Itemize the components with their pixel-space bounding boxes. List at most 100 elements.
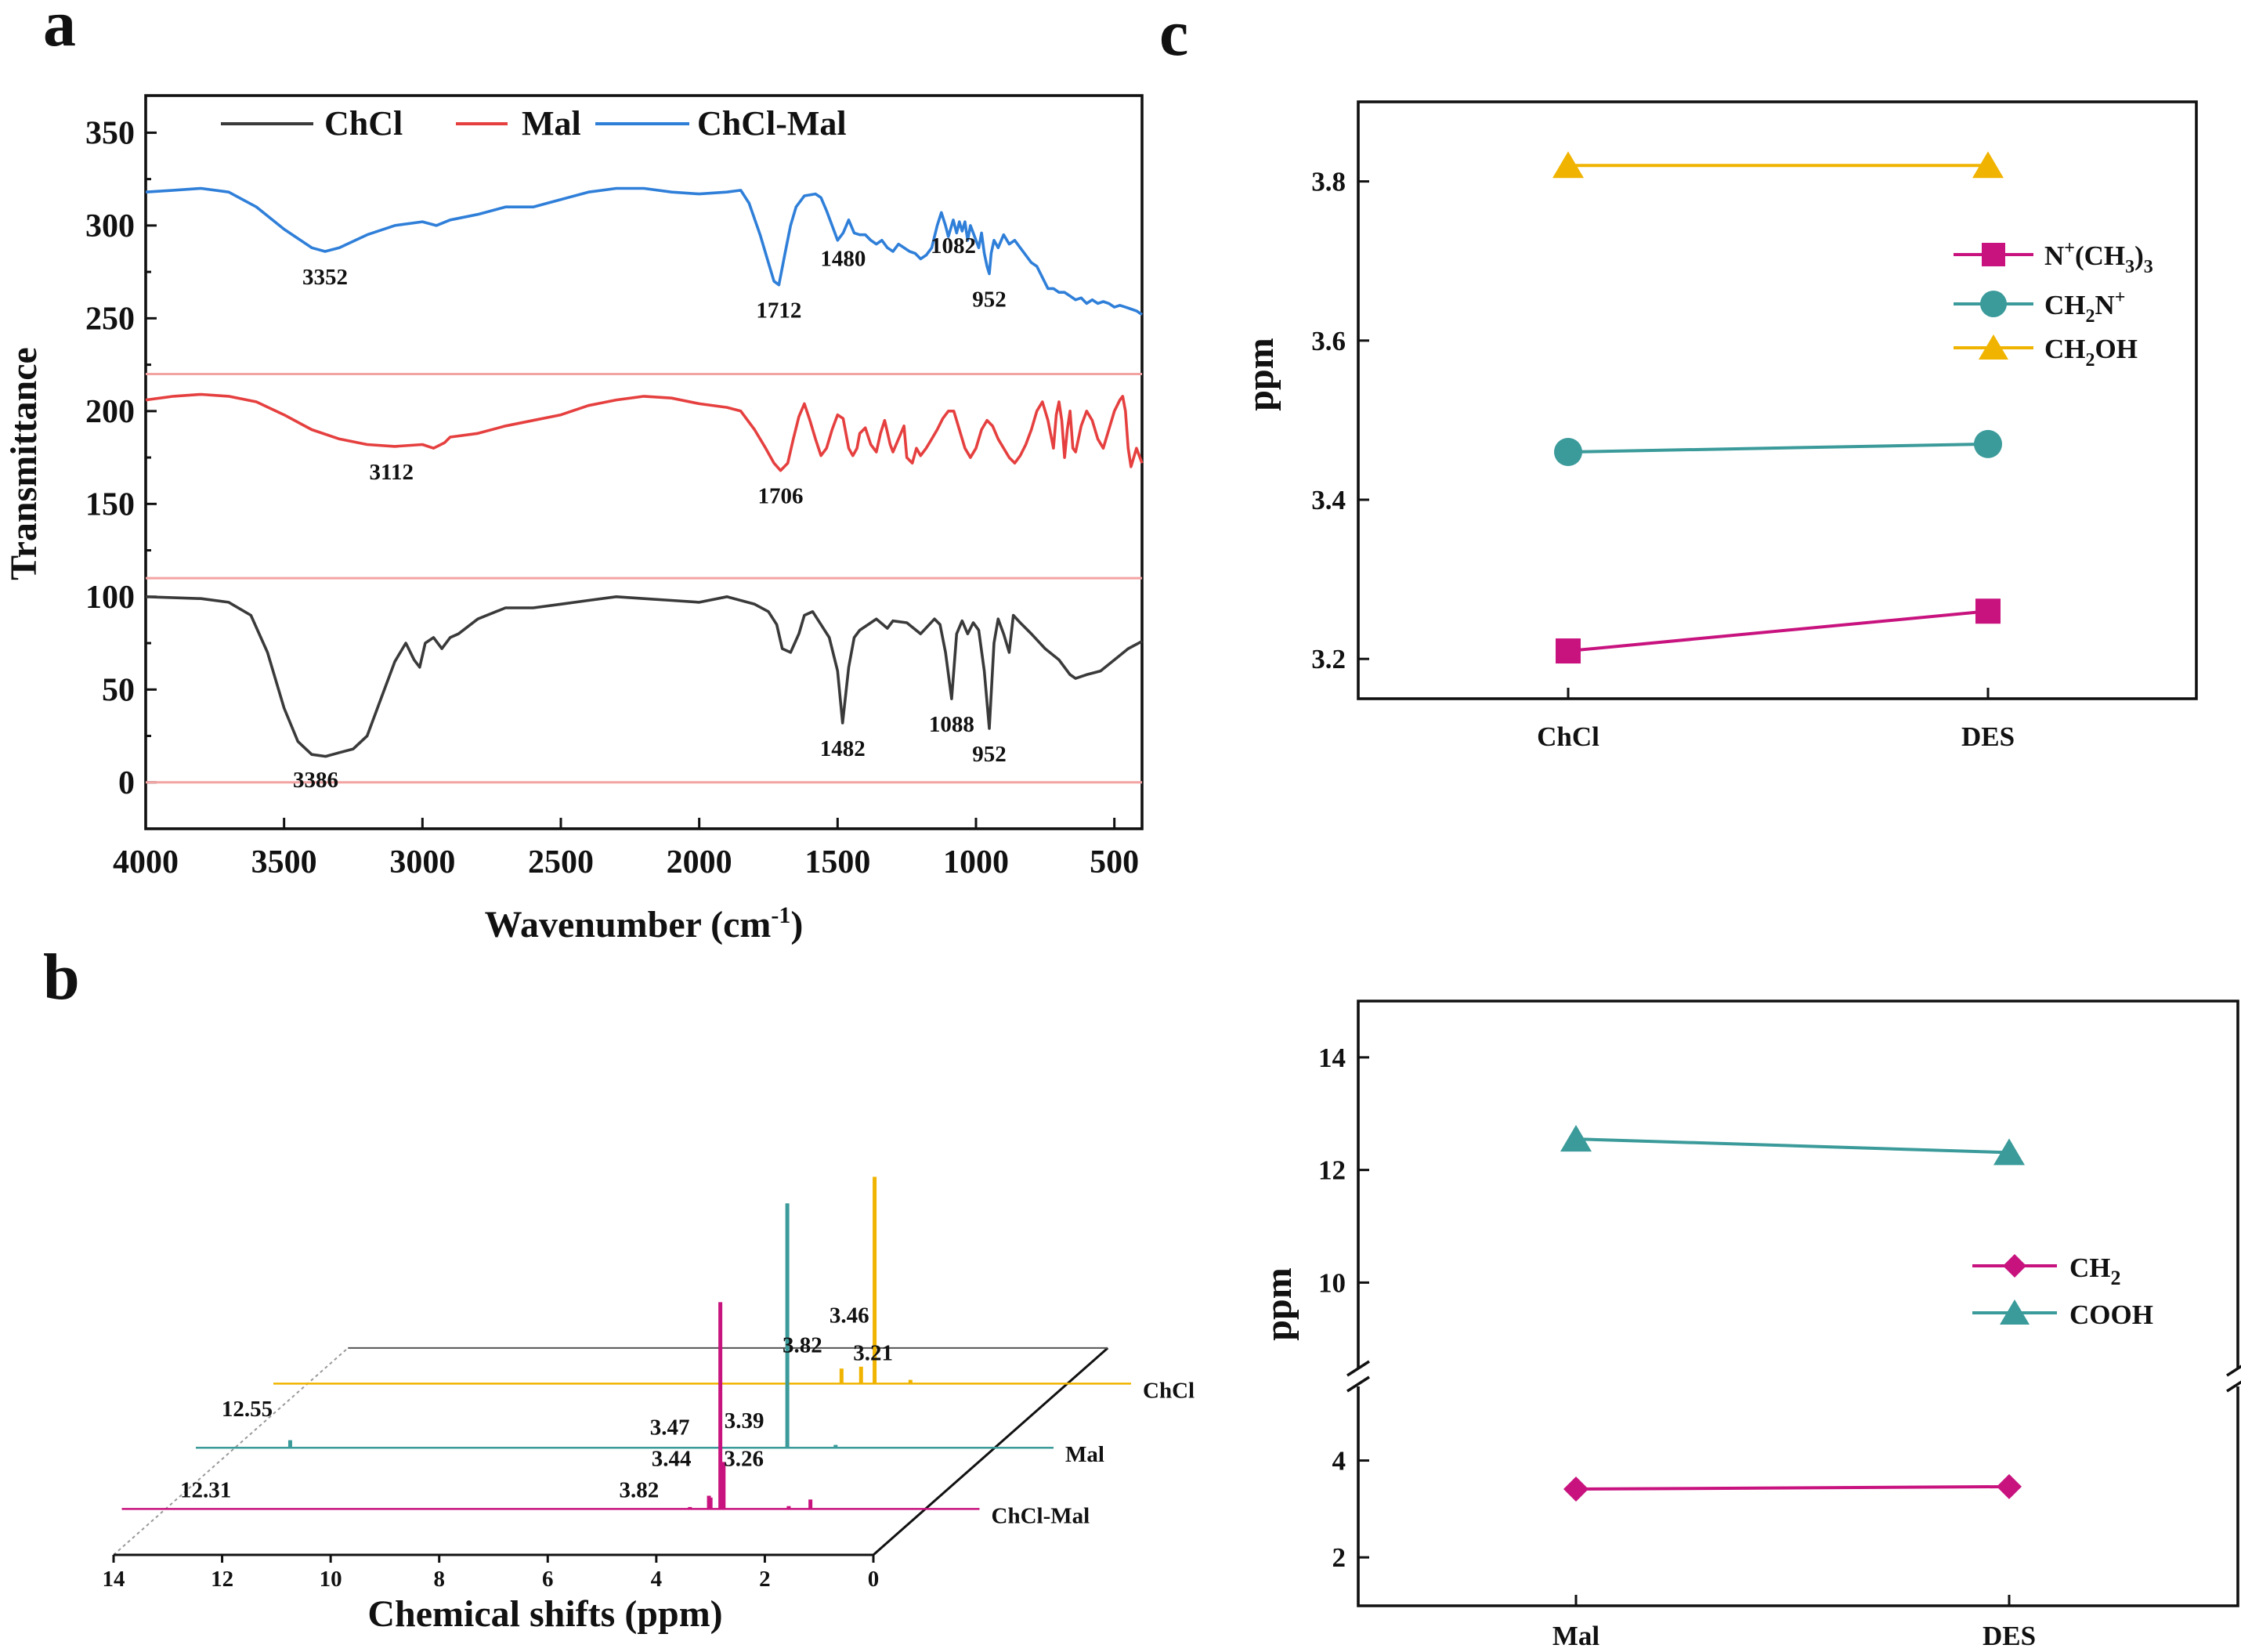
nmr-x-tick-label: 4 [651, 1567, 663, 1592]
nmr-peak-label: 12.31 [180, 1477, 231, 1502]
shift-bottom-y-title: ppm [1258, 1267, 1299, 1340]
ftir-peak-label: 1712 [756, 298, 801, 324]
nmr-peak-label: 3.44 [652, 1446, 692, 1471]
data-point-marker [1979, 334, 2008, 360]
ftir-series-line [145, 186, 1143, 316]
nmr-peak-label: 3.82 [783, 1332, 822, 1357]
shift-bottom-y-tick-label: 4 [1332, 1446, 1346, 1477]
ftir-x-tick-label: 1500 [804, 844, 870, 880]
shift-bottom-y-tick-label: 12 [1318, 1155, 1346, 1186]
axis-break-mark [1346, 1375, 1370, 1393]
ftir-x-tick-label: 500 [1090, 844, 1139, 880]
shift-bottom-y-tick-label: 14 [1318, 1043, 1346, 1073]
shift-top-y-tick-label: 3.2 [1311, 644, 1346, 674]
nmr-x-axis-title: Chemical shifts (ppm) [367, 1593, 722, 1635]
ftir-y-tick-label: 100 [85, 580, 135, 616]
ftir-x-tick-label: 4000 [113, 844, 179, 880]
ftir-x-tick-label: 3000 [389, 844, 455, 880]
ftir-peak-label: 1088 [929, 712, 974, 737]
nmr-x-tick-label: 12 [211, 1567, 233, 1592]
ftir-y-tick-label: 0 [118, 765, 135, 801]
data-point-marker [1997, 1473, 2022, 1499]
ftir-x-tick-label: 1000 [943, 844, 1009, 880]
data-point-marker [1975, 598, 2001, 624]
ftir-peak-label: 1482 [820, 736, 866, 761]
ftir-y-tick-label: 150 [85, 486, 135, 522]
ftir-x-tick-label: 2000 [667, 844, 732, 880]
data-point-marker [1974, 429, 2002, 458]
ftir-x-axis-title: Wavenumber (cm-1) [485, 902, 804, 945]
shift-chart-malonic: 10 12 14 2 4 Mal DES CH2 COOH ppm [1258, 1000, 2241, 1651]
ftir-peak-label: 1082 [931, 233, 976, 258]
shift-top-legend-label: N+(CH3)3 [2044, 238, 2153, 277]
data-point-marker [1982, 243, 2005, 266]
panel-letter-c: c [1159, 0, 1188, 70]
nmr-peak-label: 3.46 [830, 1303, 869, 1328]
shift-top-category-label: DES [1961, 721, 2015, 752]
nmr-x-tick-label: 14 [103, 1567, 125, 1592]
nmr-series-label: Mal [1065, 1442, 1104, 1467]
ftir-x-tick-label: 2500 [528, 844, 594, 880]
data-point-marker [1563, 1477, 1589, 1502]
ftir-y-axis-title: Transmittance [3, 347, 45, 580]
nmr-peak-label: 12.55 [222, 1397, 273, 1422]
data-point-marker [1556, 638, 1581, 664]
nmr-back-edge [113, 1347, 349, 1556]
ftir-legend-label: ChCl-Mal [697, 104, 847, 143]
ftir-peak-label: 952 [972, 742, 1007, 767]
shift-bottom-y-tick-label: 2 [1332, 1542, 1346, 1573]
shift-top-series-line [1567, 442, 1989, 454]
nmr-peak-label: 3.21 [853, 1340, 893, 1365]
shift-top-y-tick-label: 3.6 [1311, 326, 1346, 356]
data-point-marker [1993, 1138, 2025, 1166]
shift-bottom-category-label: DES [1983, 1621, 2036, 1651]
nmr-x-tick-label: 8 [433, 1567, 445, 1592]
shift-bottom-category-label: Mal [1552, 1621, 1600, 1651]
ftir-series-line [145, 595, 1143, 758]
nmr-series-label: ChCl [1143, 1378, 1195, 1403]
ftir-peak-label: 1480 [820, 246, 866, 271]
ftir-peak-label: 1706 [758, 484, 804, 509]
panel-letter-a: a [43, 0, 76, 60]
nmr-x-tick-label: 10 [320, 1567, 342, 1592]
ftir-peak-label: 3112 [370, 460, 414, 485]
nmr-right-edge [873, 1347, 1109, 1556]
axis-break-mark [2226, 1365, 2241, 1377]
ftir-plot-frame [144, 94, 1144, 830]
data-point-marker [1972, 151, 2004, 179]
shift-bottom-frame-upper [1357, 1000, 2239, 1368]
ftir-y-tick-label: 200 [85, 394, 135, 430]
nmr-peak-label: 3.39 [725, 1408, 764, 1433]
shift-top-legend-label: CH2N+ [2044, 287, 2125, 327]
shift-top-y-tick-label: 3.8 [1311, 167, 1346, 197]
ftir-peak-label: 952 [972, 287, 1007, 312]
data-point-marker [2000, 1300, 2030, 1325]
ftir-peak-label: 3352 [302, 265, 348, 290]
axis-break-mark [1346, 1360, 1370, 1377]
nmr-peak-label: 3.47 [650, 1415, 690, 1440]
nmr-peak-label: 3.26 [724, 1446, 764, 1471]
data-point-marker [1980, 291, 2007, 317]
shift-bottom-series-line [1575, 1484, 2010, 1491]
ftir-x-tick-label: 3500 [251, 844, 317, 880]
shift-bottom-series-line [1575, 1137, 2010, 1155]
shift-bottom-legend-label: COOH [2069, 1300, 2153, 1330]
ftir-y-tick-label: 50 [102, 672, 135, 708]
shift-bottom-frame-lower [1357, 1386, 2239, 1607]
shift-chart-choline: 3.2 3.4 3.6 3.8 ChCl DES N+(CH3)3 CH2N+ CH2OH p… [1240, 100, 2198, 752]
nmr-x-tick-label: 2 [759, 1567, 771, 1592]
shift-top-frame [1357, 100, 2198, 700]
shift-bottom-y-tick-label: 10 [1318, 1267, 1346, 1298]
shift-bottom-legend-label: CH2 [2069, 1253, 2121, 1289]
ftir-y-tick-label: 350 [85, 115, 135, 151]
ftir-peak-label: 3386 [293, 768, 338, 793]
nmr-peak-label: 3.82 [619, 1477, 659, 1502]
axis-break-mark [2226, 1380, 2241, 1393]
data-point-marker [1554, 438, 1582, 467]
nmr-stack-chart: ChCl 3.46 3.82 3.21 Mal 12.55 3.39 ChCl-Mal 12.3… [103, 1177, 1195, 1635]
shift-top-series-line [1567, 609, 1989, 653]
shift-top-y-title: ppm [1240, 338, 1281, 410]
nmr-x-tick-label: 0 [868, 1567, 880, 1592]
nmr-series-label: ChCl-Mal [992, 1503, 1090, 1528]
